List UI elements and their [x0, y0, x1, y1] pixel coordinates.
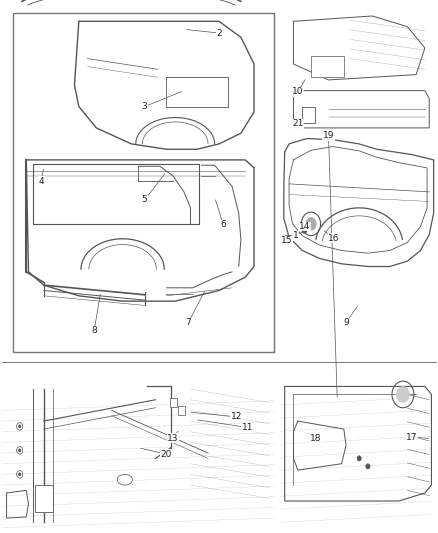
- Text: 6: 6: [220, 221, 226, 229]
- Circle shape: [366, 464, 370, 469]
- Text: 19: 19: [323, 132, 334, 140]
- Text: 11: 11: [242, 423, 253, 432]
- Text: 20: 20: [161, 450, 172, 458]
- Circle shape: [306, 217, 316, 230]
- Circle shape: [18, 449, 21, 452]
- Circle shape: [302, 228, 307, 233]
- Text: 2: 2: [216, 29, 222, 37]
- Text: 17: 17: [406, 433, 417, 441]
- Text: 3: 3: [141, 102, 148, 111]
- Circle shape: [396, 386, 410, 402]
- Circle shape: [18, 425, 21, 428]
- Text: 16: 16: [328, 234, 339, 243]
- Bar: [35, 485, 53, 512]
- Circle shape: [357, 456, 361, 461]
- Text: 1: 1: [293, 231, 299, 240]
- Bar: [170, 398, 177, 407]
- Text: 12: 12: [231, 413, 242, 421]
- Text: 15: 15: [281, 237, 293, 245]
- Bar: [311, 56, 344, 77]
- Text: 18: 18: [310, 434, 321, 442]
- Text: 8: 8: [91, 326, 97, 335]
- Text: 7: 7: [185, 318, 191, 327]
- Text: 14: 14: [299, 222, 310, 231]
- Circle shape: [18, 473, 21, 476]
- Bar: [13, 13, 274, 352]
- Ellipse shape: [117, 474, 132, 485]
- Bar: [178, 406, 185, 415]
- Text: 5: 5: [141, 196, 148, 204]
- Bar: [302, 107, 315, 123]
- Text: 9: 9: [343, 318, 349, 327]
- Text: 10: 10: [292, 87, 304, 96]
- Text: 4: 4: [39, 177, 44, 185]
- Text: 21: 21: [292, 119, 304, 128]
- Text: 13: 13: [167, 434, 179, 442]
